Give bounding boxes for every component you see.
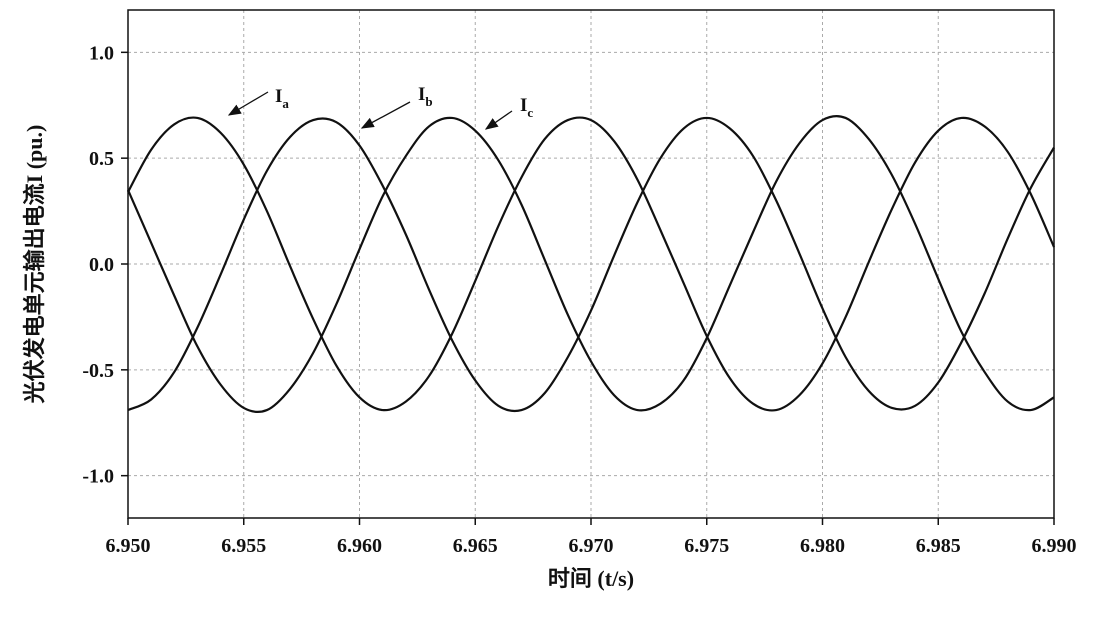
series-line: [126, 115, 1055, 413]
y-tick-label: 0.0: [89, 254, 114, 276]
annotation-text: I: [275, 86, 282, 107]
annotation-arrow: [484, 110, 513, 130]
annotation: Ia: [275, 86, 289, 111]
y-tick-label: 0.5: [89, 148, 114, 170]
x-tick-label: 6.970: [569, 535, 614, 557]
x-axis-title: 时间 (t/s): [548, 566, 634, 591]
x-tick-label: 6.960: [337, 535, 382, 557]
x-tick-label: 6.955: [221, 535, 266, 557]
annotation-arrow: [360, 101, 411, 129]
x-tick-label: 6.985: [916, 535, 961, 557]
series-line: [127, 116, 1055, 413]
y-tick-label: -1.0: [82, 466, 114, 488]
x-tick-label: 6.980: [800, 535, 845, 557]
x-tick-label: 6.975: [684, 535, 729, 557]
y-tick-label: 1.0: [89, 42, 114, 64]
x-tick-label: 6.990: [1032, 535, 1077, 557]
y-axis-title: 光伏发电单元输出电流I (pu.): [22, 125, 47, 405]
x-tick-label: 6.965: [453, 535, 498, 557]
annotation-text: I: [520, 95, 527, 116]
series-line: [127, 116, 1056, 412]
annotation: Ic: [520, 95, 533, 120]
annotation: Ib: [418, 84, 433, 109]
annotation-subscript: b: [425, 94, 432, 109]
annotation-text: I: [418, 84, 425, 105]
annotation-arrow: [227, 91, 269, 116]
plot-frame: [127, 9, 1055, 519]
annotation-subscript: a: [282, 96, 289, 111]
annotation-subscript: c: [527, 105, 533, 120]
x-tick-label: 6.950: [106, 535, 151, 557]
y-tick-label: -0.5: [82, 360, 114, 382]
